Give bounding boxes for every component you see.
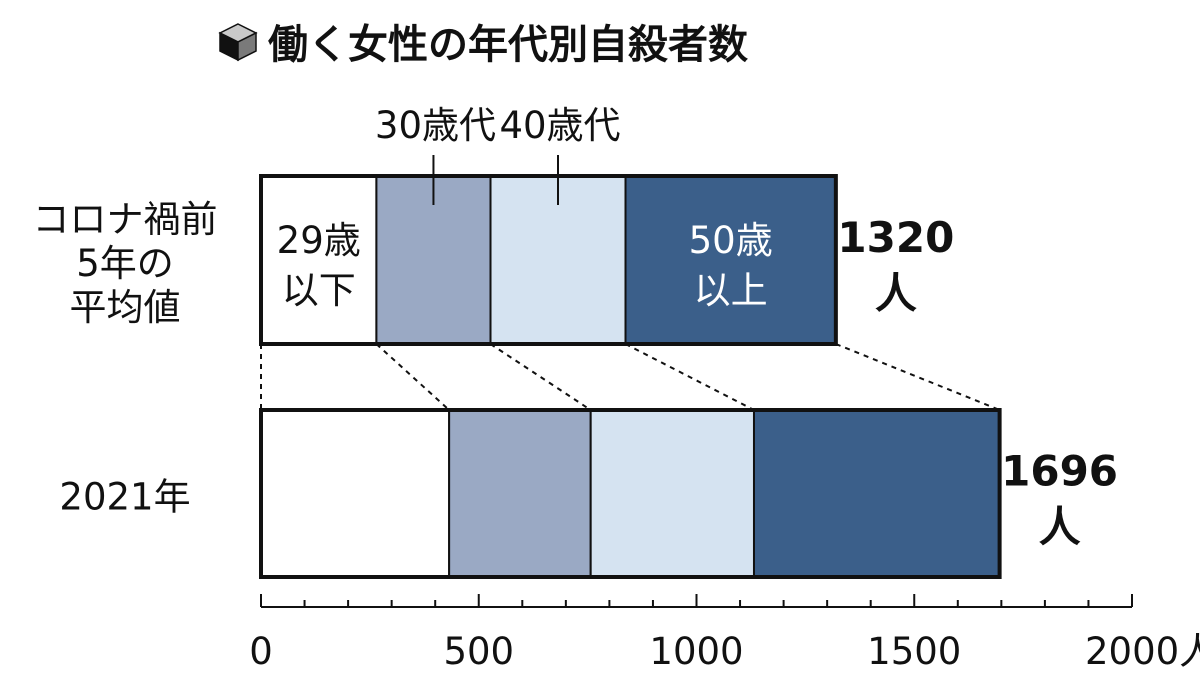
total-label-line: 1696 bbox=[1001, 447, 1118, 496]
x-tick-label: 1500 bbox=[867, 630, 961, 673]
segment-label: 29歳以下 bbox=[277, 219, 361, 312]
bar-outline bbox=[259, 174, 838, 346]
x-tick-label: 2000人 bbox=[1085, 630, 1200, 673]
chart-title: 働く女性の年代別自殺者数 bbox=[268, 22, 748, 68]
bar-segment bbox=[589, 409, 755, 578]
segment-label-line: 以下 bbox=[282, 269, 356, 312]
segment-label-line: 29歳 bbox=[277, 219, 361, 262]
cube-icon bbox=[218, 23, 258, 62]
row-label: コロナ禍前 5年の平均値 bbox=[33, 198, 218, 329]
x-axis: 0 500 1000 1500 2000人 bbox=[249, 594, 1200, 673]
x-tick-label: 500 bbox=[443, 630, 514, 673]
chart-title-group: 働く女性の年代別自殺者数 bbox=[218, 22, 748, 68]
bar-segment bbox=[260, 409, 451, 578]
x-tick-label: 0 bbox=[249, 630, 273, 673]
x-unit-label: 人 bbox=[1179, 630, 1200, 673]
total-label-line: 1320 bbox=[837, 213, 954, 262]
bar-segment bbox=[752, 409, 1001, 578]
labels: コロナ禍前 5年の平均値 1320 人 2021年 1696 人 29歳以下 30歳代 40歳代 5… bbox=[33, 104, 1119, 552]
bar-outline bbox=[259, 408, 1002, 579]
row-label: 2021年 bbox=[59, 475, 190, 518]
leader-line bbox=[375, 343, 450, 411]
segment-label-line: 以上 bbox=[694, 269, 768, 312]
leader-line bbox=[489, 343, 592, 411]
total-label: 1320 人 bbox=[837, 213, 954, 318]
total-label-line: 人 bbox=[875, 269, 917, 318]
leader-line bbox=[625, 343, 755, 411]
row-label-line: コロナ禍前 bbox=[33, 198, 218, 241]
row-label-line: 5年の bbox=[76, 242, 174, 285]
bar-segment bbox=[448, 409, 592, 578]
leader-line bbox=[835, 343, 1000, 411]
total-label-line: 人 bbox=[1039, 503, 1081, 552]
row-label-line: 2021年 bbox=[59, 475, 190, 518]
bars bbox=[259, 174, 1002, 579]
segment-label-line: 50歳 bbox=[689, 219, 773, 262]
row-label-line: 平均値 bbox=[70, 286, 181, 329]
leader-lines bbox=[260, 343, 1000, 411]
segment-label: 50歳以上 bbox=[689, 219, 773, 312]
total-label: 1696 人 bbox=[1001, 447, 1118, 552]
segment-callout-label: 40歳代 bbox=[499, 104, 620, 147]
x-tick-label: 1000 bbox=[649, 630, 743, 673]
segment-callout-label: 30歳代 bbox=[375, 104, 496, 147]
